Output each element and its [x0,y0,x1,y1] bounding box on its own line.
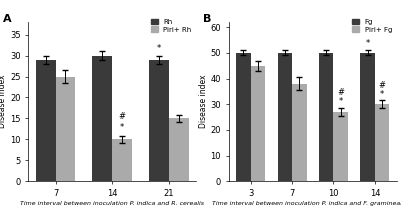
Bar [56,76,75,181]
Bar [169,118,189,181]
Text: #: # [379,80,386,90]
Text: B: B [203,14,212,24]
X-axis label: Time interval between inoculation P. indica and F. graminearum: Time interval between inoculation P. ind… [212,201,401,206]
X-axis label: Time interval between inoculation P. indica and R. cerealis: Time interval between inoculation P. ind… [20,201,204,206]
Bar [292,84,307,181]
Bar [319,53,334,181]
Bar [334,112,348,181]
Text: A: A [3,14,12,24]
Bar [251,66,265,181]
Bar [277,53,292,181]
Text: *: * [380,90,384,99]
Text: #: # [119,112,126,121]
Y-axis label: Disease index: Disease index [198,75,208,128]
Bar [112,139,132,181]
Text: #: # [337,88,344,97]
Legend: Rh, Piri+ Rh: Rh, Piri+ Rh [150,18,193,34]
Bar [236,53,251,181]
Bar [93,56,112,181]
Bar [360,53,375,181]
Bar [375,104,389,181]
Y-axis label: Disease index: Disease index [0,75,7,128]
Bar [149,60,169,181]
Text: *: * [157,44,161,53]
Text: *: * [338,97,343,106]
Text: *: * [120,123,124,132]
Bar [36,60,56,181]
Legend: Fg, Piri+ Fg: Fg, Piri+ Fg [351,18,393,34]
Text: *: * [365,40,370,48]
